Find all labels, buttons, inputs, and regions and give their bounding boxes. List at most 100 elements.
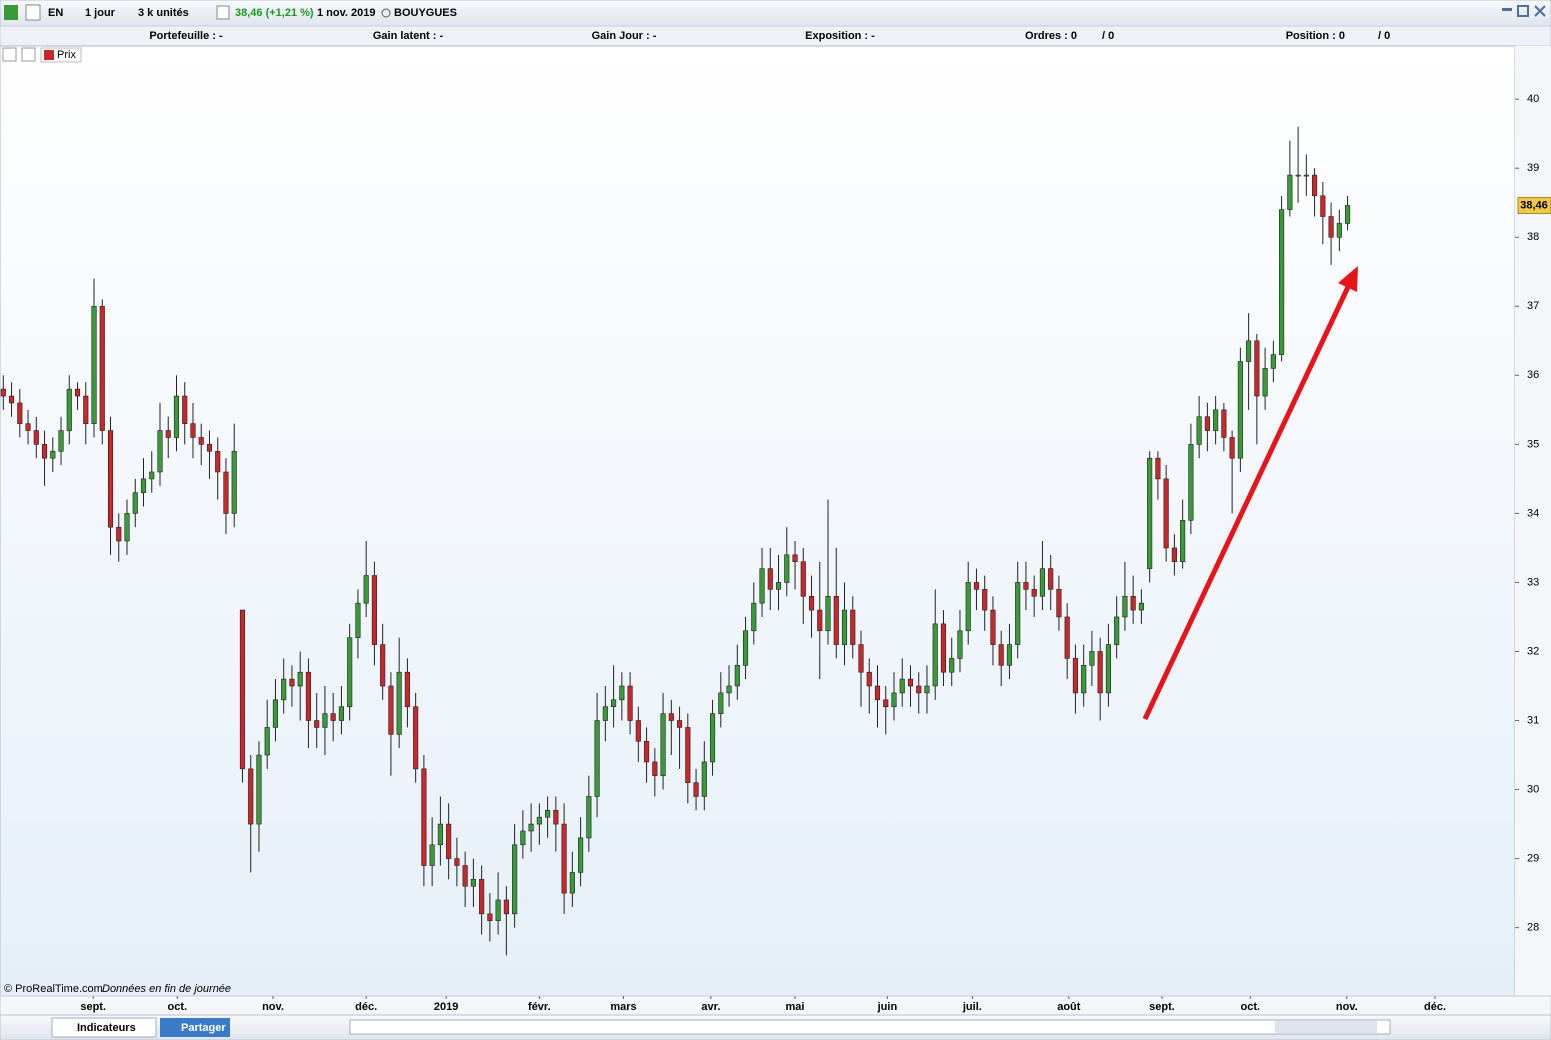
candle-body (380, 644, 386, 687)
candle-body (808, 595, 815, 611)
candle-body (1295, 174, 1301, 177)
candle-body (503, 899, 509, 915)
candle-body (709, 713, 716, 763)
x-tick-label: sept. (1149, 1001, 1175, 1013)
chart-type-button[interactable] (4, 5, 18, 20)
position-total: / 0 (1378, 30, 1390, 42)
candle-body (916, 685, 922, 694)
x-tick-label: 2019 (434, 1001, 458, 1013)
candle-body (1204, 416, 1210, 431)
info-icon[interactable] (216, 5, 230, 20)
candle-body (949, 658, 955, 673)
candle-body (272, 699, 279, 728)
candle-body (1262, 368, 1268, 397)
x-tick-label: juil. (962, 1001, 982, 1013)
candle-body (586, 796, 592, 839)
candle-body (1246, 340, 1252, 362)
share-button[interactable] (160, 1018, 230, 1037)
candle-body (58, 430, 64, 452)
period-select[interactable]: 1 jour (85, 7, 116, 19)
candle-body (1122, 595, 1128, 618)
minimize-button[interactable] (1502, 8, 1512, 11)
candle-body (413, 706, 419, 770)
candle-body (1056, 589, 1062, 618)
candle-body (891, 692, 897, 708)
candle-body (330, 713, 336, 721)
candle-body (594, 720, 600, 797)
candle-body (767, 568, 773, 590)
copyright: © ProRealTime.com (4, 983, 103, 995)
plot-area (0, 45, 1516, 997)
candle-body (1048, 568, 1054, 590)
add-button[interactable] (2, 47, 17, 62)
candle-body (1188, 444, 1194, 521)
indicators-button[interactable] (51, 1017, 157, 1038)
x-tick-label: nov. (1336, 1001, 1358, 1013)
candle-body (0, 388, 6, 397)
candle-body (371, 575, 377, 645)
candle-body (1138, 602, 1144, 611)
candle-body (462, 865, 468, 887)
candle-body (1171, 547, 1177, 563)
candle-body (25, 423, 31, 431)
quote-date: 1 nov. 2019 (317, 7, 376, 19)
candle-body (1031, 589, 1037, 597)
candle-body (495, 899, 501, 922)
status-dot (381, 8, 391, 18)
candle-body (858, 644, 864, 673)
link-button[interactable] (25, 4, 41, 21)
x-tick-label: nov. (262, 1001, 284, 1013)
candle-body (1081, 664, 1087, 694)
data-note: Données en fin de journée (102, 983, 231, 995)
settings-button[interactable] (21, 47, 36, 62)
maximize-button[interactable] (1517, 5, 1529, 17)
y-tick-label: 39 (1527, 162, 1539, 174)
position: Position : 0 (1286, 30, 1345, 42)
last-price-box (1517, 196, 1551, 214)
candle-body (652, 761, 658, 777)
day-gain: Gain Jour : - (592, 30, 657, 42)
candle-body (627, 685, 633, 721)
candle-body (396, 671, 402, 735)
candle-body (825, 595, 831, 632)
candle-body (223, 471, 229, 514)
close-button[interactable] (1534, 5, 1546, 17)
candle-body (437, 823, 443, 846)
share-label: Partager (181, 1022, 226, 1034)
candle-body (734, 664, 740, 687)
orders: Ordres : 0 (1025, 30, 1077, 42)
quote: 38,46 (+1,21 %) (235, 7, 314, 19)
candle-body (421, 768, 427, 866)
candle-body (1237, 361, 1243, 459)
candle-body (256, 754, 262, 825)
x-tick-label: févr. (528, 1001, 551, 1013)
candle-body (1114, 616, 1120, 645)
candle-body (17, 402, 23, 424)
language-select[interactable]: EN (48, 7, 63, 19)
candle-body (619, 685, 625, 701)
candle-body (512, 844, 518, 915)
candle-body (74, 388, 81, 397)
scrollbar[interactable] (349, 1019, 1391, 1035)
candle-body (479, 879, 485, 915)
indicators-label: Indicateurs (77, 1022, 136, 1034)
candle-body (190, 423, 196, 438)
scroll-thumb[interactable] (1275, 1021, 1377, 1033)
candle-body (883, 699, 889, 708)
candle-body (314, 720, 320, 728)
candle-body (140, 478, 147, 493)
candle-body (297, 671, 303, 687)
trend-arrow (1142, 285, 1351, 721)
units-select[interactable]: 3 k unités (138, 7, 189, 19)
candle-body (1006, 644, 1013, 666)
candle-body (841, 609, 848, 645)
last-price-label: 38,46 (1520, 199, 1548, 211)
y-tick-label: 29 (1527, 853, 1539, 865)
candle-body (982, 589, 988, 611)
portfolio: Portefeuille : - (149, 30, 223, 42)
candle-body (1213, 409, 1219, 431)
candle-body (1345, 205, 1351, 224)
candle-body (569, 872, 575, 894)
candle-body (107, 430, 114, 528)
candle-body (800, 561, 806, 597)
